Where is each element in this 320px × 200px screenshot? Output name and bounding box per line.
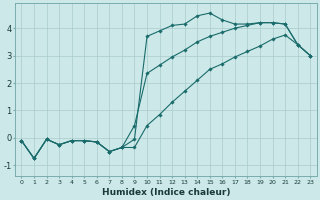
X-axis label: Humidex (Indice chaleur): Humidex (Indice chaleur) (102, 188, 230, 197)
